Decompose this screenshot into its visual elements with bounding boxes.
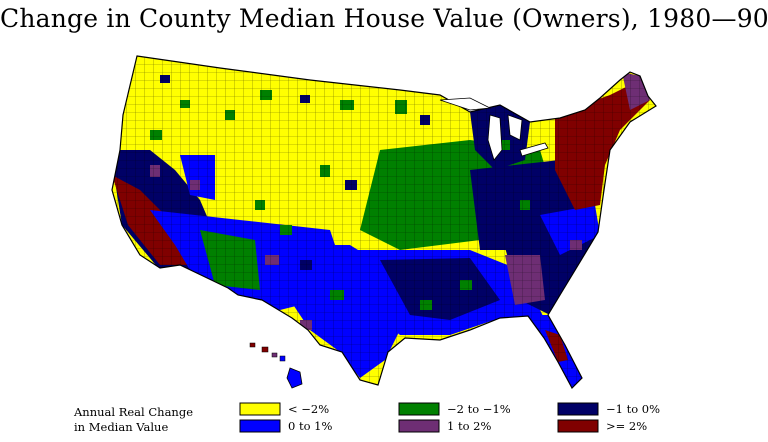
- legend-swatch-neg2-neg1: [398, 402, 440, 416]
- legend-swatch-1-2: [398, 419, 440, 433]
- map-title: Change in County Median House Value (Own…: [0, 4, 768, 33]
- lake-huron: [507, 114, 523, 141]
- lake-erie: [519, 142, 549, 157]
- lake-superior: [439, 97, 492, 111]
- legend-label-neg1-0: −1 to 0%: [606, 402, 661, 416]
- legend-label-neg2-neg1: −2 to −1%: [447, 402, 511, 416]
- legend-title-line2: in Median Value: [74, 420, 169, 434]
- legend-title: Annual Real Change in Median Value: [74, 405, 193, 435]
- legend-label-0-1: 0 to 1%: [288, 419, 333, 433]
- legend-swatch-0-1: [239, 419, 281, 433]
- legend-swatch-neg1-0: [557, 402, 599, 416]
- lake-michigan: [487, 114, 503, 161]
- legend-swatches: [239, 402, 599, 433]
- hawaii: [249, 342, 303, 389]
- legend-swatch-lt-neg2: [239, 402, 281, 416]
- legend-label-lt-neg2: < −2%: [288, 402, 330, 416]
- us-outline: [111, 55, 657, 389]
- legend-label-ge2: >= 2%: [606, 419, 648, 433]
- legend-swatch-ge2: [557, 419, 599, 433]
- legend-label-1-2: 1 to 2%: [447, 419, 492, 433]
- legend-title-line1: Annual Real Change: [74, 405, 194, 419]
